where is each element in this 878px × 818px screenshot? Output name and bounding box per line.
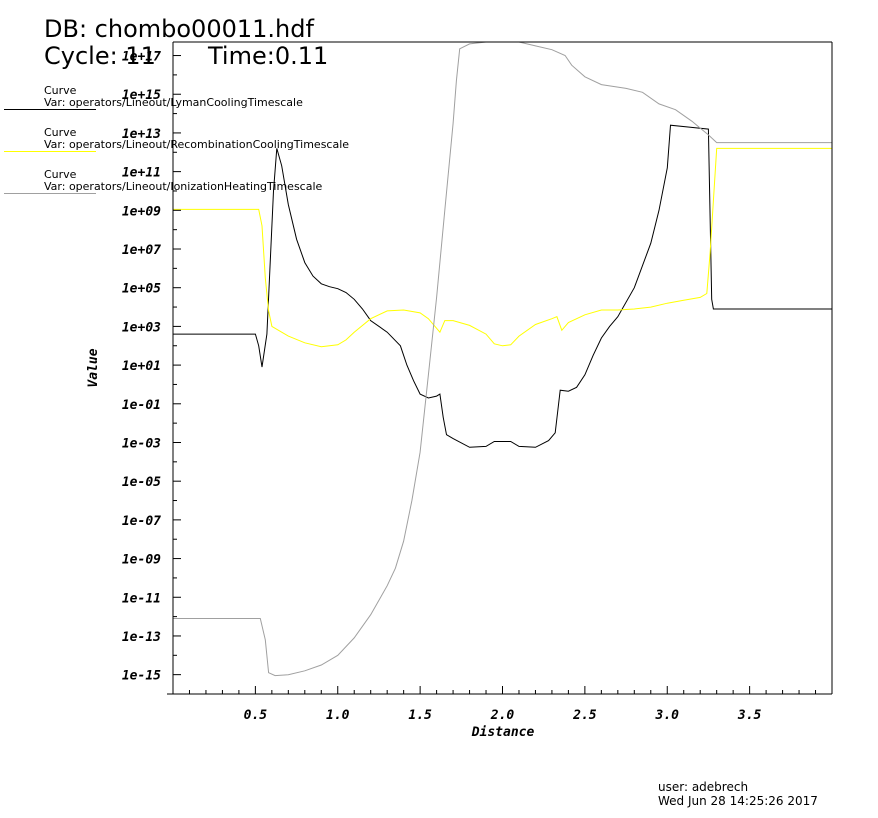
y-axis-title: Value xyxy=(86,348,101,387)
x-axis-title: Distance xyxy=(471,725,535,740)
y-tick-label: 1e+17 xyxy=(122,50,161,65)
time-label: Time:0.11 xyxy=(208,42,329,70)
y-tick-label: 1e+01 xyxy=(122,359,161,374)
legend-var-1: Var: operators/Lineout/LymanCoolingTimes… xyxy=(44,96,303,109)
y-tick-label: 1e-03 xyxy=(122,436,161,451)
legend-line-lyman xyxy=(4,109,96,110)
y-tick-label: 1e-01 xyxy=(122,398,161,413)
x-tick-label: 3.0 xyxy=(655,708,680,723)
series-line-RecombinationCoolingTimescale xyxy=(173,147,832,348)
y-tick-label: 1e+11 xyxy=(122,166,161,181)
x-tick-label: 2.5 xyxy=(572,708,597,723)
y-tick-label: 1e+09 xyxy=(122,204,161,219)
y-tick-label: 1e-05 xyxy=(122,475,161,490)
y-tick-label: 1e-11 xyxy=(122,591,161,606)
legend-line-recombination xyxy=(4,151,96,152)
user-label: user: adebrech xyxy=(658,780,749,794)
y-tick-label: 1e-15 xyxy=(122,669,161,684)
y-tick-label: 1e-09 xyxy=(122,553,161,568)
y-tick-label: 1e-13 xyxy=(122,630,161,645)
legend-label-3: Curve xyxy=(44,168,77,181)
legend-label-1: Curve xyxy=(44,84,77,97)
legend-label-2: Curve xyxy=(44,126,77,139)
x-tick-label: 2.0 xyxy=(490,708,515,723)
legend-line-ionization xyxy=(4,193,96,194)
db-title: DB: chombo00011.hdf xyxy=(44,15,314,43)
y-tick-label: 1e+05 xyxy=(122,282,161,297)
x-tick-label: 1.5 xyxy=(408,708,432,723)
y-tick-label: 1e+15 xyxy=(122,88,161,103)
y-tick-label: 1e+13 xyxy=(122,127,161,142)
legend-var-2: Var: operators/Lineout/RecombinationCool… xyxy=(44,138,350,151)
x-tick-label: 0.5 xyxy=(244,708,268,723)
cycle-label: Cycle: 11 xyxy=(44,42,156,70)
legend-var-3: Var: operators/Lineout/IonizationHeating… xyxy=(44,180,323,193)
y-tick-label: 1e-07 xyxy=(122,514,161,529)
series-line-LymanCoolingTimescale xyxy=(173,124,832,448)
x-tick-label: 1.0 xyxy=(326,708,350,723)
series-line-IonizationHeatingTimescale xyxy=(173,42,832,677)
date-label: Wed Jun 28 14:25:26 2017 xyxy=(658,794,818,808)
y-tick-label: 1e+07 xyxy=(122,243,161,258)
x-tick-label: 3.5 xyxy=(737,708,762,723)
y-tick-label: 1e+03 xyxy=(122,320,161,335)
